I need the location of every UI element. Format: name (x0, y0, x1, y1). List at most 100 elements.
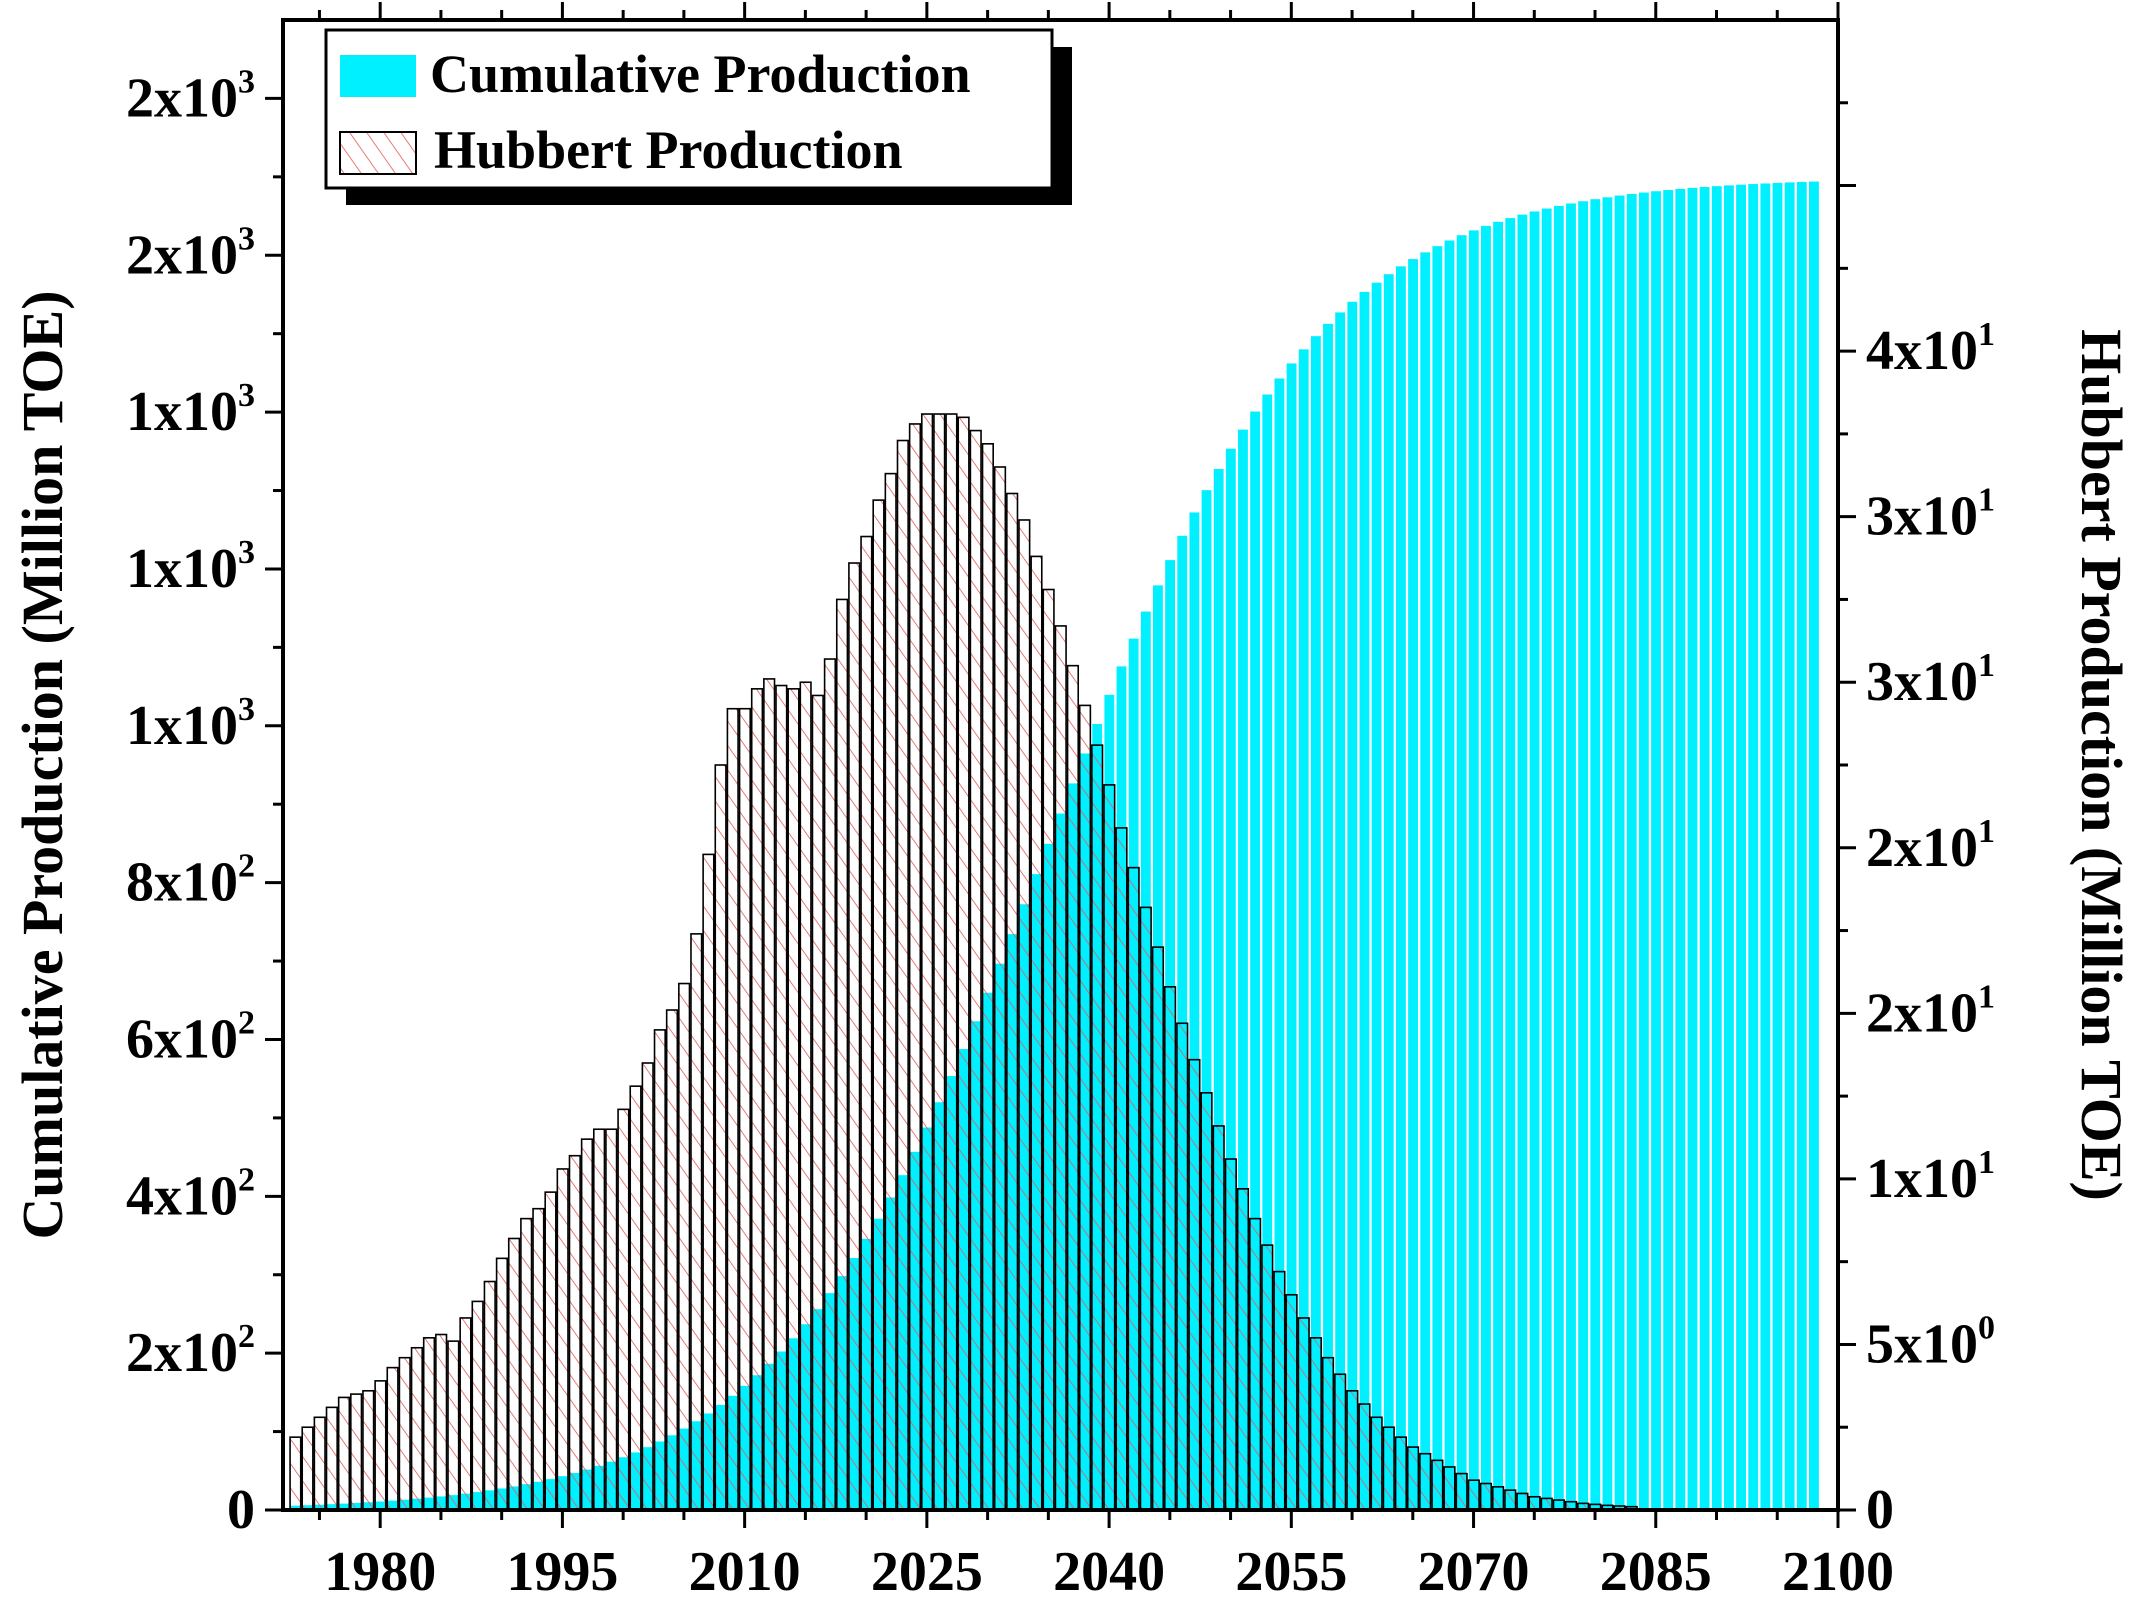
cumulative-bar (1540, 207, 1553, 1511)
left-tick-label: 8x102 (126, 848, 255, 914)
cumulative-bar (1468, 229, 1480, 1511)
cumulative-bar (1674, 188, 1687, 1511)
hubbert-bar (1139, 906, 1152, 1511)
hubbert-bar (1091, 744, 1104, 1511)
cumulative-bar (1686, 187, 1699, 1511)
right-tick-labels: 0 5x100 1x101 2x101 2x101 3x101 3x101 4x101 (1866, 316, 1995, 1541)
hubbert-bar (860, 535, 873, 1511)
left-axis-title: Cumulative Production (Million TOE) (10, 290, 75, 1239)
right-tick-label: 4x101 (1866, 316, 1995, 382)
hubbert-bar (617, 1108, 630, 1511)
legend-label-hubbert: Hubbert Production (434, 120, 903, 180)
left-tick-label: 6x102 (126, 1004, 255, 1070)
cumulative-bar (1613, 194, 1626, 1511)
legend-label-cumulative: Cumulative Production (430, 44, 971, 104)
cumulative-bar (1310, 335, 1322, 1511)
hubbert-bar (398, 1356, 411, 1511)
hubbert-bar (495, 1257, 509, 1511)
hubbert-bar (1334, 1373, 1347, 1511)
legend-swatch-hubbert (339, 131, 417, 175)
x-tick-label: 2010 (689, 1541, 801, 1603)
left-tick-labels: 0 2x102 4x102 6x102 8x102 1x103 1x103 1x103 2x10… (126, 63, 255, 1541)
hubbert-bar (1309, 1337, 1322, 1511)
hubbert-bar (1249, 1217, 1262, 1511)
hubbert-bar (1115, 827, 1128, 1511)
hubbert-bar (1504, 1489, 1517, 1511)
cumulative-bar (1419, 251, 1431, 1511)
cumulative-bar (1370, 281, 1383, 1511)
hubbert-bar (1127, 866, 1140, 1511)
hubbert-bar (1297, 1317, 1310, 1511)
cumulative-bar (1553, 205, 1565, 1511)
hubbert-bar (1054, 625, 1067, 1511)
hubbert-bar (1018, 519, 1031, 1511)
hubbert-bar (1467, 1479, 1480, 1511)
right-axis-title: Hubbert Production (Million TOE) (2069, 329, 2134, 1201)
left-tick-label: 1x103 (126, 377, 255, 443)
hubbert-bar (945, 413, 958, 1511)
hubbert-bar (908, 423, 922, 1511)
hubbert-bar (1078, 704, 1092, 1511)
cumulative-bar (1759, 182, 1772, 1511)
hubbert-bar (1491, 1486, 1505, 1511)
cumulative-bar (1747, 183, 1759, 1511)
hubbert-bar (325, 1406, 338, 1511)
hubbert-bar (629, 1085, 642, 1511)
hubbert-bar (1212, 1125, 1225, 1511)
cumulative-bar (1735, 183, 1747, 1511)
hubbert-bar (1006, 492, 1019, 1511)
right-tick-label: 1x101 (1866, 1144, 1995, 1210)
cumulative-bar (1431, 245, 1444, 1511)
cumulative-bar (1723, 184, 1735, 1511)
hubbert-bar (1273, 1270, 1286, 1511)
cumulative-bar (1638, 191, 1650, 1511)
hubbert-bar (1358, 1403, 1371, 1511)
cumulative-bar (1516, 213, 1529, 1511)
hubbert-bar (471, 1300, 484, 1511)
hubbert-bar (532, 1207, 545, 1511)
hubbert-bar (1200, 1092, 1213, 1511)
cumulative-bar (1407, 258, 1419, 1511)
hubbert-bar (1455, 1472, 1468, 1511)
hubbert-bar (763, 678, 776, 1511)
hubbert-bar (969, 429, 982, 1511)
hubbert-bar (422, 1337, 436, 1511)
hubbert-bar (957, 416, 970, 1511)
hubbert-bar (374, 1380, 387, 1511)
x-tick-label: 2055 (1235, 1541, 1347, 1603)
x-tick-label: 2085 (1600, 1541, 1712, 1603)
hubbert-bar (1224, 1158, 1237, 1511)
cumulative-bar (1565, 202, 1577, 1511)
cumulative-bar (1796, 181, 1808, 1511)
hubbert-bar (1103, 784, 1116, 1511)
hubbert-bar (410, 1346, 424, 1511)
x-tick-label: 2040 (1053, 1541, 1165, 1603)
x-tick-label: 1995 (506, 1541, 618, 1603)
cumulative-bar (1650, 190, 1662, 1511)
cumulative-bar (1577, 200, 1589, 1511)
cumulative-bar (1334, 311, 1346, 1511)
hubbert-bar (1346, 1390, 1359, 1511)
hubbert-bar (507, 1237, 521, 1511)
cumulative-bar (1711, 185, 1723, 1511)
cumulative-bar (1443, 239, 1456, 1511)
left-tick-label: 2x103 (126, 63, 255, 129)
x-tick-label: 2025 (871, 1541, 983, 1603)
hubbert-bar (775, 684, 788, 1511)
hubbert-bar (386, 1366, 399, 1511)
hubbert-bar (872, 499, 885, 1511)
hubbert-bar (592, 1128, 606, 1511)
hubbert-bar (447, 1340, 460, 1511)
hubbert-bar (1236, 1188, 1250, 1511)
left-tick-label: 0 (227, 1479, 255, 1541)
hubbert-bar (665, 1009, 679, 1511)
right-tick-label: 5x100 (1866, 1309, 1995, 1375)
axis-ticks (265, 2, 1856, 1528)
hubbert-bar (1479, 1482, 1493, 1511)
hubbert-bar (544, 1191, 557, 1511)
hubbert-bar (811, 694, 824, 1511)
hubbert-bar (1261, 1244, 1274, 1511)
hubbert-bar (580, 1138, 594, 1511)
hubbert-bar (823, 658, 837, 1511)
hubbert-bar (483, 1280, 496, 1511)
